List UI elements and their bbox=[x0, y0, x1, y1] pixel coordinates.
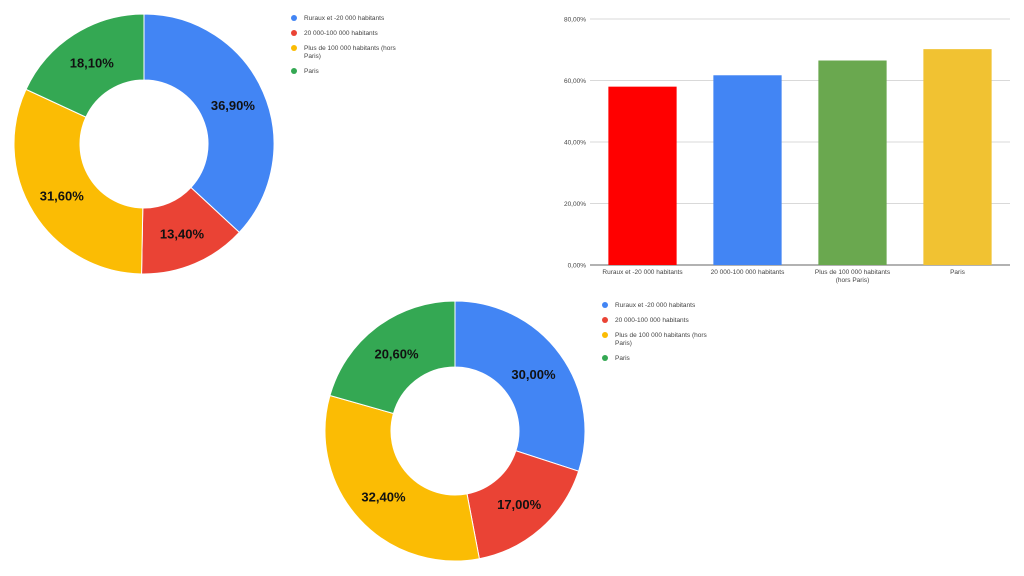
donut-1-data-label-3: 18,10% bbox=[70, 55, 115, 70]
bar-chart: 0,00% 20,00% 40,00% 60,00% 80,00% Ruraux et -… bbox=[564, 17, 1010, 284]
bar-xtick-label-2-1: (hors Paris) bbox=[836, 277, 870, 284]
bar-ytick-label-2: 40,00% bbox=[564, 140, 586, 147]
bar-3 bbox=[923, 49, 992, 266]
bar-xtick-label-2-0: Plus de 100 000 habitants bbox=[815, 269, 891, 276]
legend-2-swatch-3 bbox=[602, 355, 608, 361]
bar-xtick-label-1-0: 20 000-100 000 habitants bbox=[711, 269, 785, 276]
legend-2-swatch-2 bbox=[602, 332, 608, 338]
donut-1-data-label-0: 36,90% bbox=[211, 98, 256, 113]
donut-2-slice-2 bbox=[324, 394, 480, 562]
donut-1-data-label-1: 13,40% bbox=[160, 226, 205, 241]
legend-1-item-2: Plus de 100 000 habitants (hors Paris) bbox=[291, 45, 411, 61]
legend-1-label-2: Plus de 100 000 habitants (hors Paris) bbox=[304, 45, 396, 60]
legend-2-swatch-0 bbox=[602, 302, 608, 308]
legend-2-label-0: Ruraux et -20 000 habitants bbox=[615, 302, 696, 309]
donut-2-slice-3 bbox=[329, 300, 456, 415]
legend-2-item-1: 20 000-100 000 habitants bbox=[602, 317, 722, 325]
bar-ytick-label-0: 0,00% bbox=[568, 263, 587, 270]
legend-1-item-0: Ruraux et -20 000 habitants bbox=[291, 15, 411, 23]
legend-2-item-3: Paris bbox=[602, 355, 722, 363]
donut-2-data-label-2: 32,40% bbox=[361, 490, 406, 505]
legend-2-swatch-1 bbox=[602, 317, 608, 323]
donut-1-slice-2 bbox=[13, 88, 144, 275]
bar-1 bbox=[713, 75, 782, 266]
donut-2-data-label-0: 30,00% bbox=[511, 367, 556, 382]
legend-1-item-3: Paris bbox=[291, 68, 411, 76]
legend-1-swatch-3 bbox=[291, 68, 297, 74]
legend-2-item-2: Plus de 100 000 habitants (hors Paris) bbox=[602, 332, 722, 348]
bar-ytick-label-3: 60,00% bbox=[564, 78, 586, 85]
legend-2-label-2: Plus de 100 000 habitants (hors Paris) bbox=[615, 332, 707, 347]
legend-1-swatch-2 bbox=[291, 45, 297, 51]
legend-1-label-0: Ruraux et -20 000 habitants bbox=[304, 15, 385, 22]
legend-1-label-3: Paris bbox=[304, 68, 319, 75]
legend-2-label-3: Paris bbox=[615, 355, 630, 362]
legend-1-swatch-1 bbox=[291, 30, 297, 36]
legend-donut-2: Ruraux et -20 000 habitants 20 000-100 00… bbox=[602, 302, 722, 370]
donut-2-data-label-3: 20,60% bbox=[374, 347, 419, 362]
legend-1-item-1: 20 000-100 000 habitants bbox=[291, 30, 411, 38]
bar-xtick-label-3-0: Paris bbox=[950, 269, 966, 276]
donut-2-data-label-1: 17,00% bbox=[497, 497, 542, 512]
donut-1-slice-3 bbox=[25, 13, 145, 118]
legend-1-label-1: 20 000-100 000 habitants bbox=[304, 30, 378, 37]
donut-2-slice-0 bbox=[454, 300, 586, 472]
donut-1-data-label-2: 31,60% bbox=[40, 188, 85, 203]
legend-2-item-0: Ruraux et -20 000 habitants bbox=[602, 302, 722, 310]
donut-chart-1: 36,90% 13,40% 31,60% 18,10% bbox=[13, 13, 275, 275]
bar-0 bbox=[608, 86, 677, 266]
donut-chart-2: 30,00% 17,00% 32,40% 20,60% bbox=[324, 300, 586, 562]
bar-xtick-label-0-0: Ruraux et -20 000 habitants bbox=[602, 269, 683, 276]
bar-2 bbox=[818, 60, 887, 266]
bar-ytick-label-1: 20,00% bbox=[564, 201, 586, 208]
legend-2-label-1: 20 000-100 000 habitants bbox=[615, 317, 689, 324]
bar-ytick-label-4: 80,00% bbox=[564, 17, 586, 24]
legend-donut-1: Ruraux et -20 000 habitants 20 000-100 00… bbox=[291, 15, 411, 83]
legend-1-swatch-0 bbox=[291, 15, 297, 21]
donut-1-slice-0 bbox=[143, 13, 275, 234]
